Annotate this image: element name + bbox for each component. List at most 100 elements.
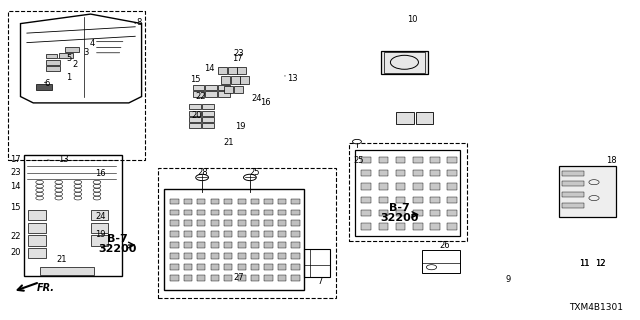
- Bar: [28, 210, 46, 220]
- Bar: [251, 275, 259, 281]
- Text: 20: 20: [10, 248, 20, 257]
- Text: 23: 23: [10, 168, 20, 177]
- Bar: [211, 253, 219, 259]
- Bar: [264, 231, 273, 237]
- Bar: [170, 253, 179, 259]
- Bar: [362, 157, 371, 163]
- Bar: [251, 253, 259, 259]
- Text: 21: 21: [57, 255, 67, 264]
- Bar: [241, 76, 249, 84]
- Text: 17: 17: [232, 54, 243, 63]
- Bar: [184, 220, 192, 226]
- Bar: [362, 210, 371, 216]
- Bar: [264, 253, 273, 259]
- Bar: [224, 275, 232, 281]
- Bar: [91, 210, 108, 220]
- Bar: [562, 192, 584, 197]
- Bar: [184, 210, 192, 215]
- Bar: [28, 248, 46, 258]
- Bar: [362, 170, 371, 177]
- Bar: [291, 275, 300, 281]
- Bar: [278, 231, 286, 237]
- Bar: [278, 220, 286, 226]
- Bar: [218, 92, 230, 97]
- Bar: [224, 253, 232, 259]
- Bar: [211, 220, 219, 226]
- Text: 7: 7: [317, 277, 323, 286]
- Bar: [224, 199, 232, 204]
- Bar: [197, 242, 205, 248]
- Bar: [264, 220, 273, 226]
- Bar: [422, 251, 460, 273]
- Circle shape: [244, 174, 256, 180]
- Bar: [65, 47, 79, 52]
- Text: 6: 6: [45, 79, 50, 88]
- Bar: [291, 231, 300, 237]
- Bar: [237, 210, 246, 215]
- Bar: [291, 242, 300, 248]
- Bar: [413, 170, 422, 177]
- Bar: [224, 242, 232, 248]
- Text: 16: 16: [260, 98, 271, 107]
- Bar: [170, 220, 179, 226]
- Text: 24: 24: [95, 212, 106, 221]
- Text: 13: 13: [287, 74, 297, 83]
- Bar: [202, 117, 214, 122]
- Bar: [170, 199, 179, 204]
- Bar: [197, 210, 205, 215]
- Bar: [46, 54, 58, 59]
- Bar: [205, 85, 217, 90]
- Text: 23: 23: [233, 49, 244, 58]
- Bar: [224, 210, 232, 215]
- Bar: [264, 210, 273, 215]
- Bar: [264, 242, 273, 248]
- Bar: [251, 242, 259, 248]
- Bar: [362, 197, 371, 203]
- Bar: [202, 123, 214, 128]
- Bar: [197, 253, 205, 259]
- Bar: [264, 264, 273, 270]
- Text: 8: 8: [136, 19, 141, 28]
- Bar: [278, 242, 286, 248]
- Text: 13: 13: [58, 155, 68, 164]
- Bar: [559, 166, 616, 217]
- Bar: [264, 199, 273, 204]
- Bar: [228, 67, 237, 74]
- Bar: [28, 223, 46, 233]
- Bar: [430, 157, 440, 163]
- Bar: [430, 210, 440, 216]
- Bar: [193, 85, 204, 90]
- Bar: [251, 231, 259, 237]
- Bar: [251, 264, 259, 270]
- Bar: [170, 210, 179, 215]
- Bar: [396, 210, 405, 216]
- Bar: [237, 275, 246, 281]
- Text: 26: 26: [439, 241, 449, 250]
- Bar: [251, 199, 259, 204]
- Bar: [211, 199, 219, 204]
- Bar: [157, 168, 336, 298]
- Bar: [202, 104, 214, 109]
- Bar: [379, 157, 388, 163]
- Bar: [304, 249, 330, 277]
- Bar: [447, 157, 457, 163]
- Bar: [396, 170, 405, 177]
- Bar: [218, 67, 227, 74]
- Bar: [8, 11, 145, 160]
- Bar: [379, 210, 388, 216]
- Bar: [218, 85, 230, 90]
- Text: 32200: 32200: [380, 213, 419, 223]
- Bar: [237, 199, 246, 204]
- Bar: [197, 264, 205, 270]
- Bar: [211, 231, 219, 237]
- Bar: [396, 197, 405, 203]
- Text: 10: 10: [407, 15, 418, 24]
- Text: 4: 4: [89, 39, 95, 48]
- Text: TXM4B1301: TXM4B1301: [569, 303, 623, 312]
- Bar: [225, 86, 234, 93]
- Bar: [291, 264, 300, 270]
- Bar: [447, 170, 457, 177]
- Bar: [349, 142, 467, 241]
- Bar: [562, 203, 584, 208]
- Bar: [264, 275, 273, 281]
